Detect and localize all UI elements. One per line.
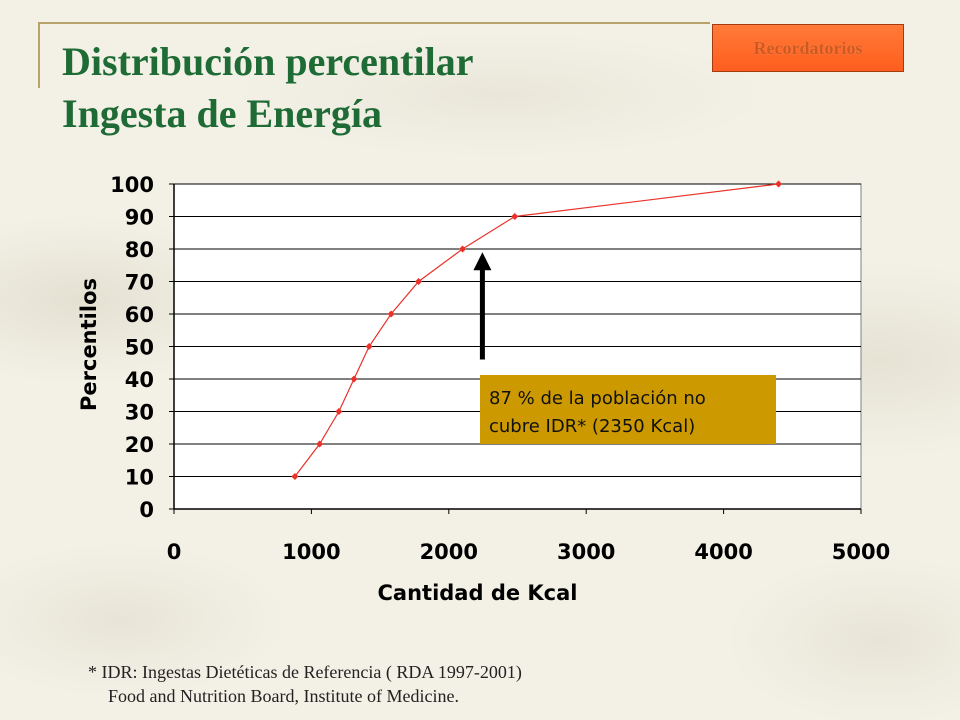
y-tick-label-30: 30 (125, 401, 154, 425)
data-point-7 (459, 245, 467, 253)
frame-top-line (38, 22, 710, 24)
x-tick-label-5000: 5000 (832, 540, 890, 564)
data-point-2 (335, 407, 343, 416)
x-tick-label-0: 0 (167, 540, 182, 564)
recordatorios-button[interactable]: Recordatorios (712, 24, 904, 72)
data-point-8 (511, 212, 519, 221)
annotation-text-line-2: cubre IDR* (2350 Kcal) (489, 416, 695, 437)
y-tick-label-0: 0 (139, 498, 154, 522)
data-point-6 (415, 277, 423, 286)
y-tick-label-50: 50 (125, 336, 154, 360)
footnote-line-2: Food and Nutrition Board, Institute of M… (108, 686, 459, 706)
recordatorios-button-label: Recordatorios (753, 37, 863, 58)
y-tick-label-60: 60 (125, 303, 154, 327)
annotation-arrow-head (473, 252, 492, 271)
y-tick-label-20: 20 (125, 433, 154, 457)
annotation-text-line-1: 87 % de la población no (489, 388, 706, 409)
data-point-4 (365, 342, 373, 351)
y-tick-label-40: 40 (125, 368, 154, 392)
title-line-2: Ingesta de Energía (62, 91, 382, 136)
data-point-3 (350, 375, 358, 383)
series-line (294, 183, 779, 477)
x-axis-label: Cantidad de Kcal (378, 581, 578, 605)
data-point-1 (316, 440, 324, 448)
slide-title: Distribución percentilar Ingesta de Ener… (62, 36, 473, 140)
data-point-0 (291, 472, 299, 481)
y-tick-label-80: 80 (125, 238, 154, 262)
y-tick-label-100: 100 (110, 173, 154, 197)
footnote-line-1: * IDR: Ingestas Dietéticas de Referencia… (88, 662, 522, 682)
x-tick-label-1000: 1000 (282, 540, 340, 564)
title-line-1: Distribución percentilar (62, 39, 474, 84)
y-tick-label-10: 10 (125, 466, 154, 490)
frame-left-line (38, 22, 40, 88)
annotation-box (480, 375, 776, 444)
data-point-5 (387, 310, 395, 318)
y-axis-label: Percentilos (77, 278, 101, 411)
footnote: * IDR: Ingestas Dietéticas de Referencia… (88, 660, 522, 708)
x-tick-label-2000: 2000 (420, 540, 478, 564)
x-tick-label-4000: 4000 (694, 540, 752, 564)
x-tick-label-3000: 3000 (557, 540, 615, 564)
y-tick-label-90: 90 (125, 206, 154, 230)
y-tick-label-70: 70 (125, 271, 154, 295)
data-point-9 (775, 180, 783, 188)
